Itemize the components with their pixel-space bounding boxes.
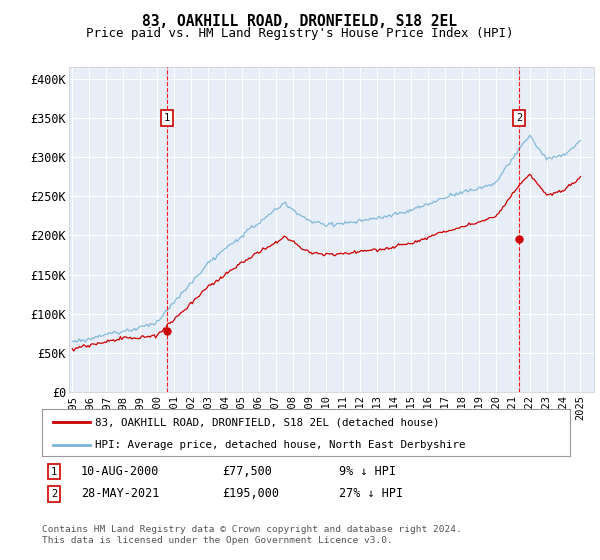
Text: 10-AUG-2000: 10-AUG-2000 <box>81 465 160 478</box>
Text: 2: 2 <box>51 489 57 499</box>
Text: 83, OAKHILL ROAD, DRONFIELD, S18 2EL (detached house): 83, OAKHILL ROAD, DRONFIELD, S18 2EL (de… <box>95 417 439 427</box>
Text: 27% ↓ HPI: 27% ↓ HPI <box>339 487 403 501</box>
Text: Contains HM Land Registry data © Crown copyright and database right 2024.
This d: Contains HM Land Registry data © Crown c… <box>42 525 462 545</box>
Text: 83, OAKHILL ROAD, DRONFIELD, S18 2EL: 83, OAKHILL ROAD, DRONFIELD, S18 2EL <box>143 14 458 29</box>
Text: 1: 1 <box>51 466 57 477</box>
Text: 2: 2 <box>516 113 522 123</box>
Text: HPI: Average price, detached house, North East Derbyshire: HPI: Average price, detached house, Nort… <box>95 440 466 450</box>
Text: 28-MAY-2021: 28-MAY-2021 <box>81 487 160 501</box>
Text: Price paid vs. HM Land Registry's House Price Index (HPI): Price paid vs. HM Land Registry's House … <box>86 27 514 40</box>
Text: £77,500: £77,500 <box>222 465 272 478</box>
Text: 9% ↓ HPI: 9% ↓ HPI <box>339 465 396 478</box>
Text: 1: 1 <box>164 113 170 123</box>
Text: £195,000: £195,000 <box>222 487 279 501</box>
